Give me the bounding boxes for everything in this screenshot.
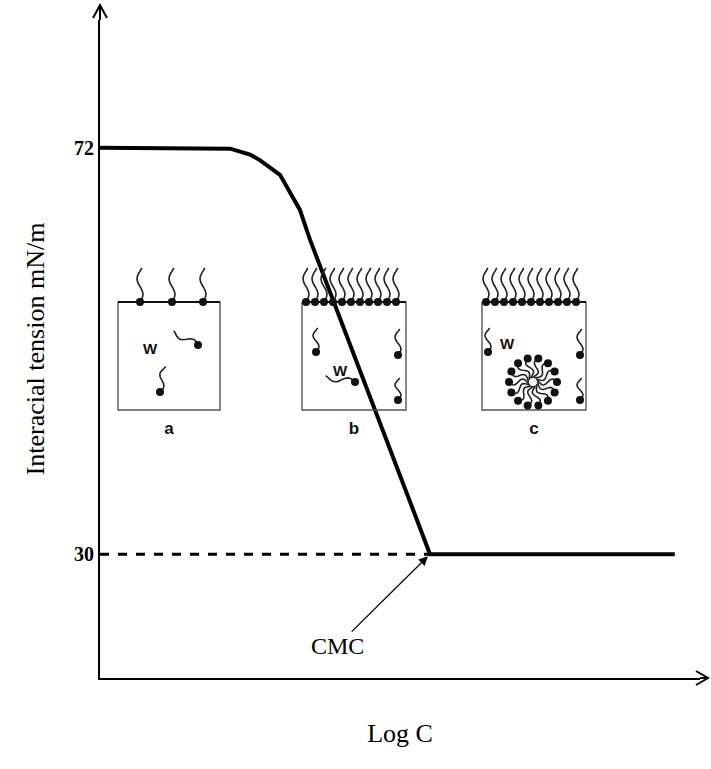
svg-text:30: 30 (74, 543, 94, 565)
svg-text:Log C: Log C (367, 719, 433, 748)
svg-text:W: W (333, 362, 348, 379)
svg-text:CMC: CMC (311, 633, 364, 659)
svg-text:W: W (500, 335, 515, 352)
svg-text:b: b (349, 419, 359, 438)
svg-text:c: c (529, 419, 538, 438)
svg-text:a: a (164, 419, 174, 438)
svg-text:Interacial tension mN/m: Interacial tension mN/m (21, 223, 50, 476)
svg-text:W: W (143, 340, 158, 357)
svg-text:72: 72 (74, 137, 94, 159)
